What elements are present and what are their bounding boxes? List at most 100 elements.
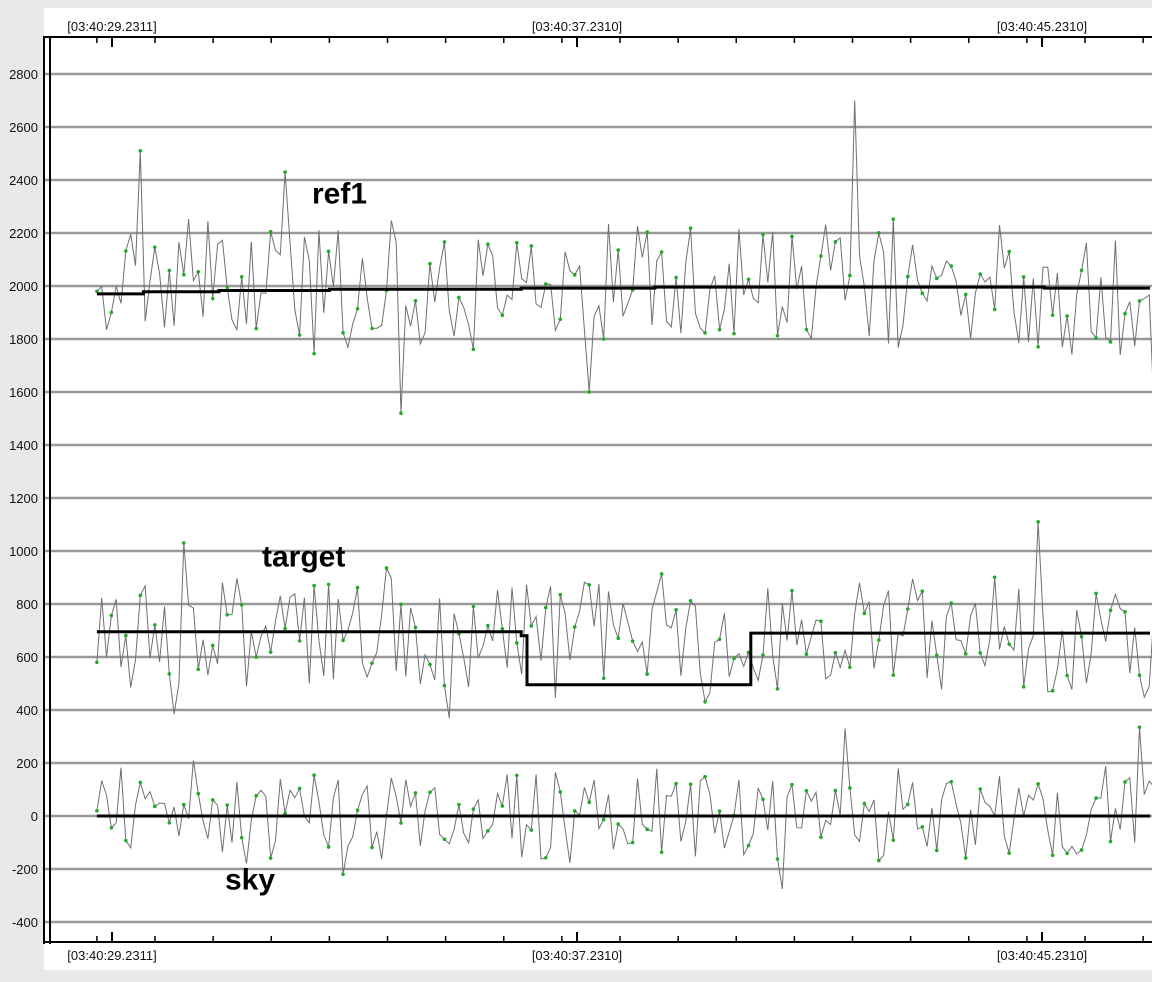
data-point <box>442 683 447 688</box>
data-point <box>543 605 548 610</box>
data-point <box>934 653 939 658</box>
data-point <box>703 331 707 335</box>
data-point <box>645 672 649 676</box>
y-tick-label: 1600 <box>9 385 38 400</box>
data-point <box>428 261 432 266</box>
data-point <box>326 582 331 587</box>
data-point <box>254 793 258 798</box>
y-tick-label: 2000 <box>9 279 38 294</box>
data-point <box>341 638 345 643</box>
data-point <box>109 613 114 618</box>
data-point <box>442 837 447 842</box>
series-labels: ref1 target sky <box>225 177 367 896</box>
data-point <box>674 781 678 786</box>
mean-lines-layer <box>96 285 1150 818</box>
time-labels: [03:40:29.2311] [03:40:29.2311] [03:40:37.… <box>67 19 1087 963</box>
data-point <box>674 607 678 612</box>
data-point <box>1050 313 1055 317</box>
y-tick-label: 2600 <box>9 120 38 135</box>
data-point <box>992 307 997 312</box>
data-point <box>153 804 157 809</box>
data-point <box>500 627 505 631</box>
data-point <box>124 838 128 843</box>
data-point <box>486 829 490 833</box>
data-point <box>1123 610 1127 614</box>
data-point <box>819 835 823 840</box>
y-tick-labels: 2800260024002200200018001600140012001000… <box>9 67 38 930</box>
data-point <box>1108 839 1113 844</box>
data-point <box>95 660 99 665</box>
y-tick-label: -200 <box>12 862 38 877</box>
data-point <box>558 592 563 597</box>
data-point <box>790 588 794 593</box>
data-point <box>500 804 505 808</box>
time-label-bottom: [03:40:37.2310] <box>532 948 622 963</box>
data-point <box>572 625 577 629</box>
data-point <box>181 802 186 807</box>
y-tick-label: 800 <box>16 597 38 612</box>
y-tick-label: 200 <box>16 756 38 771</box>
data-point <box>587 800 592 805</box>
data-point <box>601 676 606 681</box>
data-point <box>920 291 925 296</box>
data-point <box>312 351 316 356</box>
data-point <box>688 782 693 787</box>
data-point <box>732 331 736 336</box>
series-trace-sky <box>96 727 1152 889</box>
data-point <box>833 240 838 244</box>
data-point <box>543 282 548 286</box>
data-point <box>601 337 606 341</box>
data-point <box>399 602 403 607</box>
data-point <box>167 268 172 273</box>
series-trace-ref1 <box>96 100 1152 414</box>
data-point <box>732 656 736 661</box>
data-point <box>746 277 751 282</box>
data-point <box>877 858 881 863</box>
data-point <box>1036 782 1040 786</box>
data-point <box>616 822 620 826</box>
data-point <box>196 791 201 796</box>
data-point <box>196 270 201 274</box>
data-point <box>428 790 432 795</box>
data-point <box>239 275 244 279</box>
time-label-top: [03:40:45.2310] <box>997 19 1087 34</box>
data-point <box>891 217 896 221</box>
data-point <box>1094 336 1098 340</box>
data-point <box>833 788 838 793</box>
data-point <box>891 838 896 842</box>
data-point <box>1108 340 1113 344</box>
data-point <box>283 811 287 816</box>
data-point <box>804 652 809 656</box>
data-point <box>124 249 128 253</box>
mean-line <box>96 285 1150 296</box>
data-point <box>790 234 794 239</box>
data-point <box>326 845 331 849</box>
data-point <box>413 298 418 303</box>
data-point <box>283 626 287 631</box>
data-point <box>239 835 244 840</box>
data-point <box>804 788 809 793</box>
data-point <box>326 249 331 254</box>
data-point <box>1007 851 1011 855</box>
data-point <box>1036 345 1040 349</box>
data-point <box>1079 268 1084 273</box>
y-tick-label: -400 <box>12 915 38 930</box>
data-point <box>370 326 374 331</box>
data-point <box>963 652 968 656</box>
data-point <box>630 639 635 643</box>
data-point <box>645 827 649 832</box>
data-point <box>341 872 345 877</box>
data-point <box>1050 853 1055 858</box>
data-point <box>1123 780 1127 784</box>
data-point <box>934 848 939 853</box>
data-point <box>297 786 302 791</box>
data-point <box>500 313 505 317</box>
data-point <box>268 856 273 860</box>
data-point <box>210 643 215 648</box>
data-point <box>1021 275 1026 279</box>
y-tick-label: 2800 <box>9 67 38 82</box>
raw-series-layer <box>95 100 1152 889</box>
data-point <box>572 273 577 277</box>
data-point <box>471 347 476 352</box>
data-point <box>268 229 273 234</box>
